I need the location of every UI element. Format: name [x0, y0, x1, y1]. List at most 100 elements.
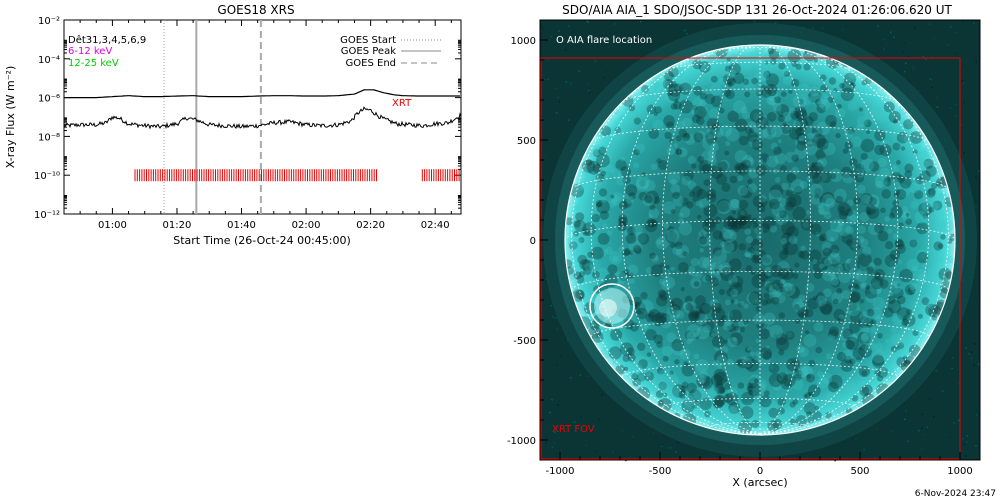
texture-blob [744, 252, 750, 258]
texture-blob [848, 69, 859, 80]
texture-blob [816, 295, 827, 307]
texture-blob [756, 273, 762, 279]
texture-blob [778, 197, 787, 207]
texture-blob [688, 389, 702, 403]
texture-blob [904, 170, 913, 179]
texture-blob [783, 71, 790, 77]
texture-blob [794, 262, 800, 268]
texture-blob [940, 219, 949, 228]
texture-blob [712, 230, 723, 240]
texture-blob [812, 132, 820, 140]
texture-blob [710, 75, 718, 83]
texture-blob [822, 142, 836, 156]
texture-blob [778, 210, 787, 219]
texture-blob [816, 159, 824, 167]
texture-blob [616, 176, 626, 186]
texture-blob [805, 330, 810, 335]
noise-speck [955, 53, 957, 55]
texture-blob [786, 173, 797, 183]
texture-blob [922, 213, 929, 219]
texture-blob [874, 342, 884, 352]
noise-speck [543, 79, 546, 81]
texture-blob [864, 286, 878, 299]
texture-blob [675, 135, 682, 142]
texture-blob [725, 68, 736, 79]
texture-blob [699, 397, 712, 411]
texture-blob [768, 283, 783, 298]
texture-blob [755, 164, 767, 176]
texture-blob [921, 200, 933, 212]
texture-blob [677, 120, 686, 129]
texture-blob [640, 87, 647, 94]
texture-blob [676, 337, 681, 342]
texture-blob [702, 225, 711, 235]
texture-blob [874, 223, 885, 234]
texture-blob [691, 163, 697, 169]
noise-speck [586, 20, 588, 23]
texture-blob [660, 268, 670, 279]
texture-blob [858, 344, 872, 358]
noise-speck [603, 77, 605, 79]
texture-blob [660, 313, 671, 324]
noise-speck [855, 438, 857, 440]
texture-blob [623, 248, 631, 256]
texture-blob [765, 73, 779, 87]
texture-blob [892, 233, 900, 240]
texture-blob [697, 156, 705, 163]
texture-blob [895, 239, 905, 250]
texture-blob [786, 331, 793, 338]
texture-blob [859, 282, 866, 289]
texture-blob [822, 266, 828, 271]
texture-blob [879, 144, 892, 157]
texture-blob [893, 191, 900, 198]
texture-blob [780, 91, 787, 97]
y-tick-label: 10⁻² [38, 16, 60, 27]
texture-blob [704, 93, 716, 105]
noise-speck [952, 356, 954, 359]
texture-blob [769, 284, 780, 295]
noise-speck [932, 397, 934, 400]
texture-blob [768, 98, 776, 106]
texture-blob [821, 257, 829, 265]
texture-blob [632, 370, 646, 384]
noise-speck [889, 420, 891, 422]
texture-blob [730, 288, 739, 297]
texture-blob [814, 188, 822, 196]
texture-blob [699, 92, 708, 100]
texture-blob [673, 65, 686, 78]
texture-blob [850, 310, 864, 324]
texture-blob [731, 276, 744, 288]
texture-blob [903, 119, 914, 130]
texture-blob [900, 146, 906, 151]
xrt-fov-box [540, 57, 961, 460]
texture-blob [899, 176, 912, 189]
texture-blob [590, 200, 595, 205]
texture-blob [838, 206, 846, 213]
texture-blob [885, 338, 891, 344]
texture-blob [713, 216, 722, 225]
noise-speck [588, 89, 590, 92]
texture-blob [868, 262, 876, 269]
left-x-label: Start Time (26-Oct-24 00:45:00) [173, 234, 351, 247]
texture-blob [817, 157, 828, 168]
texture-blob [941, 209, 952, 220]
texture-blob [916, 251, 929, 264]
texture-blob [894, 305, 900, 311]
texture-blob [892, 314, 903, 326]
texture-blob [722, 73, 735, 85]
texture-blob [666, 228, 680, 242]
y-tick-label: 10⁻⁸ [38, 132, 60, 143]
noise-speck [571, 80, 573, 82]
texture-blob [693, 353, 700, 360]
texture-blob [829, 236, 835, 242]
noise-speck [653, 447, 655, 450]
texture-blob [727, 336, 738, 348]
texture-blob [931, 182, 938, 190]
noise-speck [961, 80, 963, 82]
texture-blob [833, 408, 842, 417]
texture-blob [855, 163, 865, 173]
noise-speck [588, 91, 591, 93]
texture-blob [877, 231, 889, 242]
texture-blob [913, 330, 922, 339]
texture-blob [937, 192, 948, 202]
